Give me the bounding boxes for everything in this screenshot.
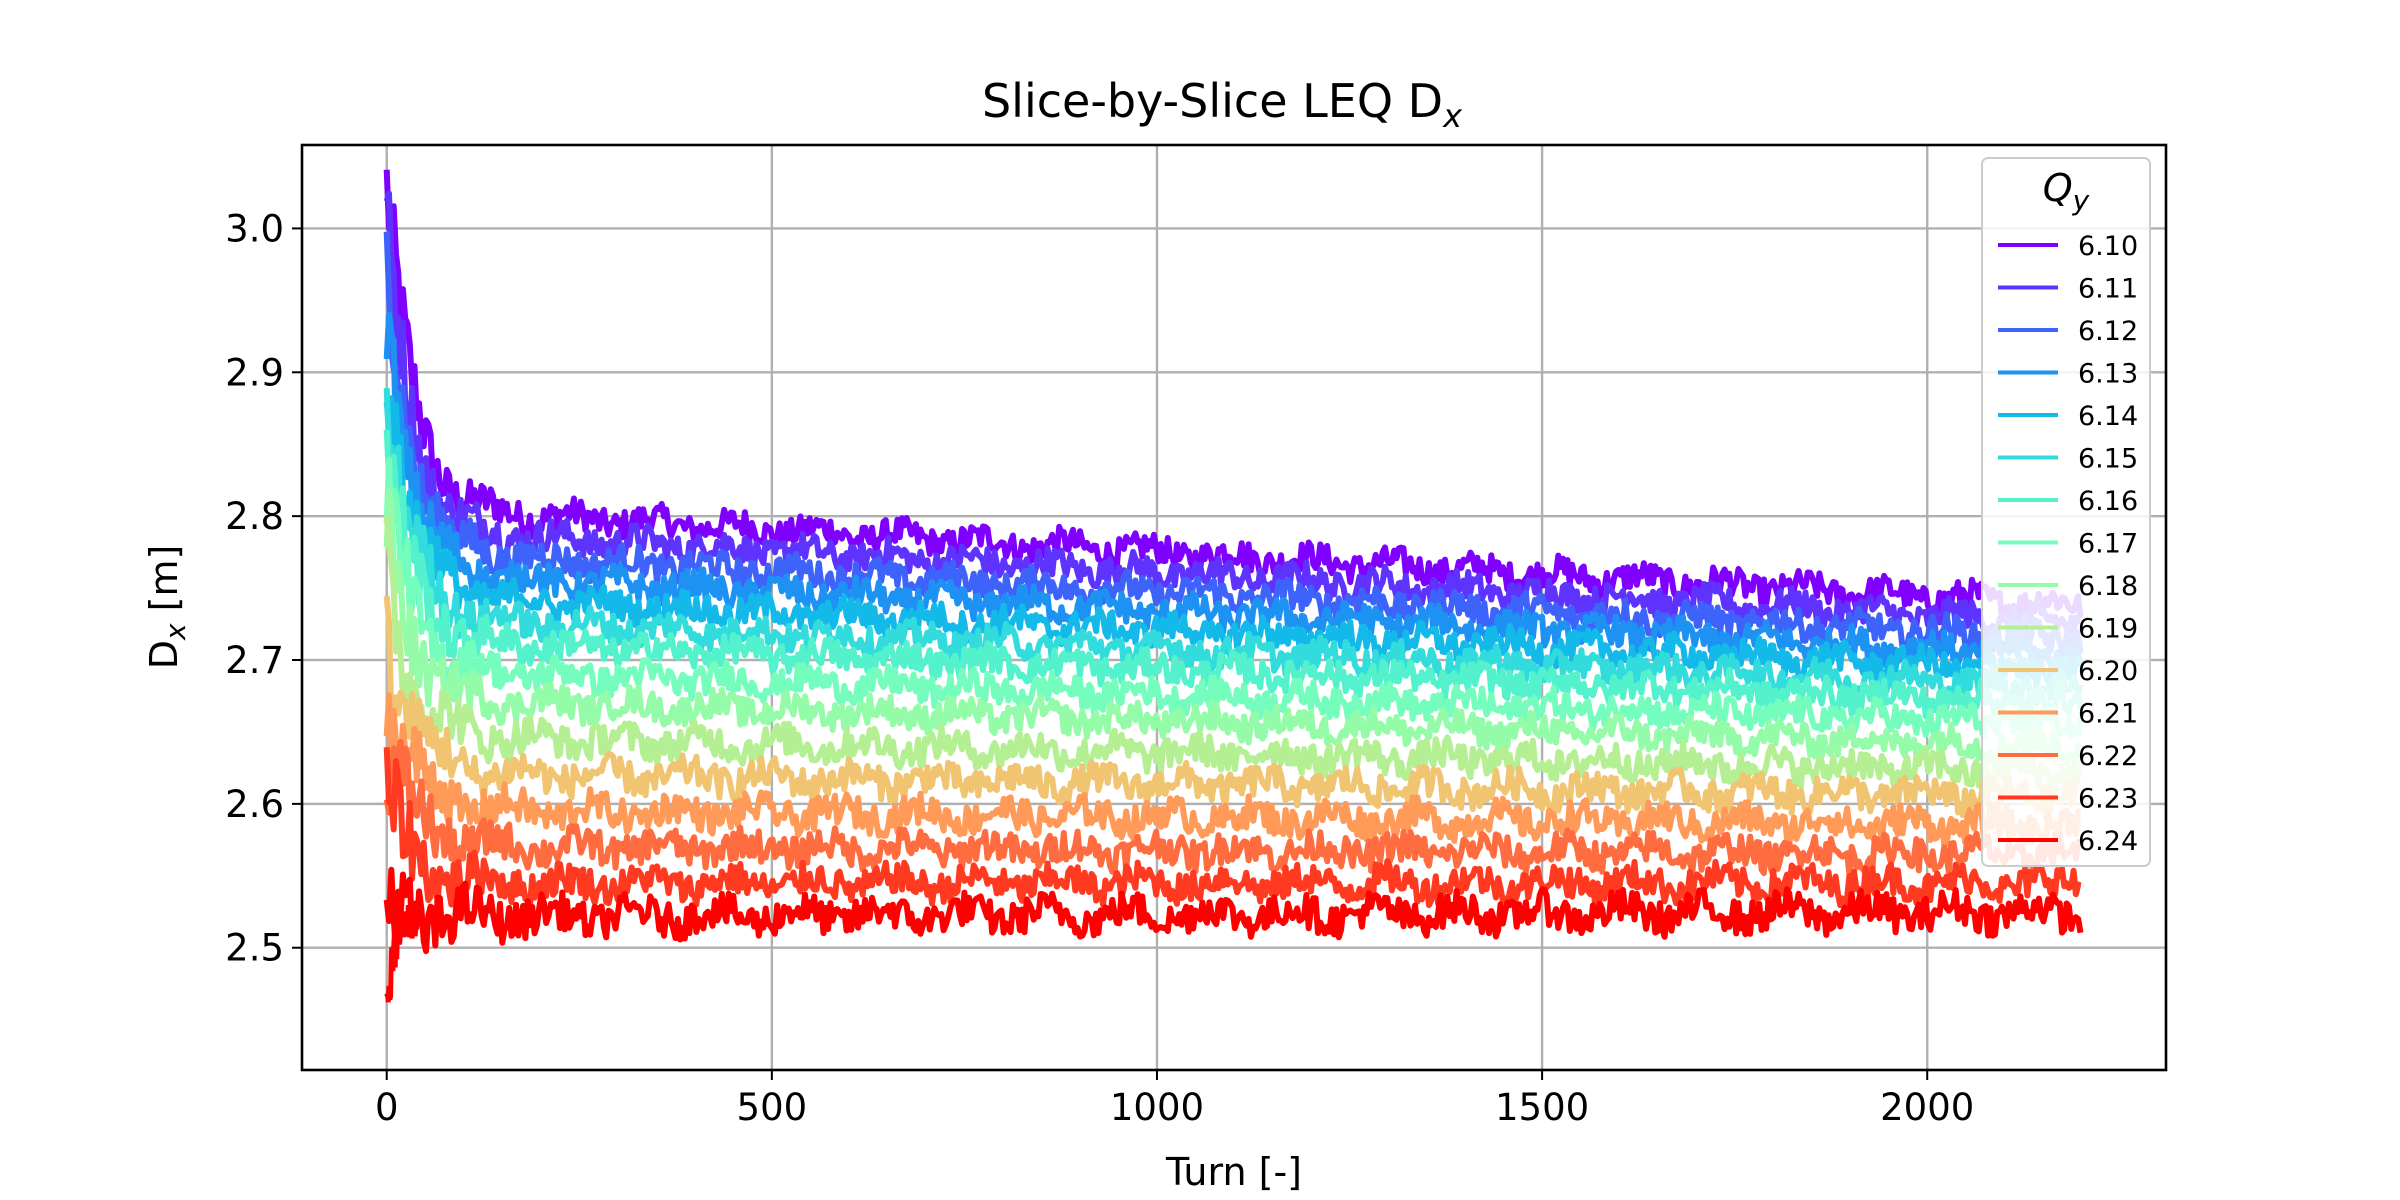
legend-label: 6.18 bbox=[2078, 571, 2138, 602]
series-line-6-22 bbox=[383, 739, 2084, 878]
series-line-6-21 bbox=[383, 692, 2082, 848]
y-axis-ticks: 2.5 2.6 2.7 2.8 2.9 3.0 bbox=[225, 207, 302, 970]
legend-label: 6.24 bbox=[2078, 826, 2138, 857]
axes-frame bbox=[300, 143, 2168, 1072]
series-line-6-18 bbox=[383, 488, 2082, 767]
y-tick-label: 2.6 bbox=[225, 783, 284, 826]
legend-label: 6.13 bbox=[2078, 359, 2138, 390]
x-tick-label: 1500 bbox=[1495, 1086, 1589, 1129]
series-line-6-16 bbox=[383, 429, 2084, 720]
series-line-6-17 bbox=[383, 456, 2084, 739]
y-tick-label: 2.9 bbox=[225, 351, 284, 394]
legend-label: 6.16 bbox=[2078, 486, 2138, 517]
legend-label: 6.23 bbox=[2078, 784, 2138, 815]
legend-label: 6.21 bbox=[2078, 699, 2138, 730]
series-line-6-24 bbox=[383, 866, 2084, 956]
y-tick-label: 3.0 bbox=[225, 207, 284, 250]
series-line-6-20 bbox=[383, 595, 2082, 821]
series-line-6-10 bbox=[383, 169, 2084, 624]
series-line-6-12 bbox=[383, 231, 2084, 661]
legend-label: 6.11 bbox=[2078, 274, 2138, 305]
legend-label: 6.22 bbox=[2078, 741, 2138, 772]
legend-label: 6.15 bbox=[2078, 444, 2138, 475]
y-tick-label: 2.8 bbox=[225, 495, 284, 538]
legend-label: 6.14 bbox=[2078, 401, 2138, 432]
legend-label: 6.19 bbox=[2078, 614, 2138, 645]
x-axis-label: Turn [-] bbox=[1165, 1150, 1302, 1194]
x-tick-label: 0 bbox=[375, 1086, 399, 1129]
series-line-6-23 bbox=[383, 747, 2082, 909]
legend-box bbox=[1981, 157, 2151, 867]
x-tick-label: 500 bbox=[737, 1086, 808, 1129]
y-axis-label: Dx [m] bbox=[142, 545, 192, 670]
y-tick-label: 2.7 bbox=[225, 639, 284, 682]
legend-label: 6.17 bbox=[2078, 529, 2138, 560]
legend-label: 6.20 bbox=[2078, 656, 2138, 687]
x-tick-label: 2000 bbox=[1880, 1086, 1974, 1129]
x-tick-label: 1000 bbox=[1110, 1086, 1204, 1129]
chart-title: Slice-by-Slice LEQ Dx bbox=[982, 74, 1463, 135]
legend-title: Qy bbox=[2043, 166, 2090, 217]
legend-label: 6.10 bbox=[2078, 231, 2138, 262]
legend: Qy 6.106.116.126.136.146.156.166.176.186… bbox=[1981, 157, 2151, 867]
plot-area bbox=[383, 169, 2084, 1003]
series-line-6-19 bbox=[383, 514, 2084, 793]
series-line-6-11 bbox=[383, 190, 2082, 639]
legend-entries: 6.10 6.11 6.12 6.13 6.14 6.15 6.16 6.17 6.18 6.19… bbox=[1998, 231, 2138, 857]
y-tick-label: 2.5 bbox=[225, 927, 284, 970]
x-axis-ticks: 0 500 1000 1500 2000 bbox=[375, 1070, 1974, 1129]
series-transient-6-24 bbox=[384, 900, 420, 1003]
legend-label: 6.12 bbox=[2078, 316, 2138, 347]
